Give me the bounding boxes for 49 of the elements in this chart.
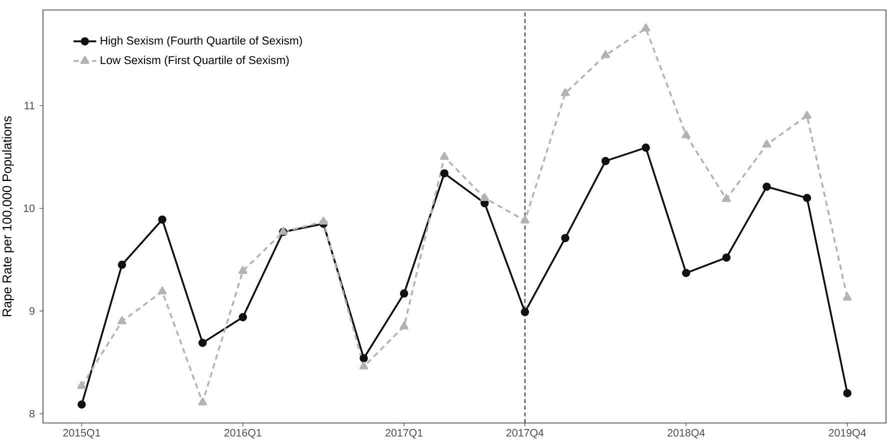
y-axis-title: Rape Rate per 100,000 Populations: [2, 116, 14, 316]
point: [722, 253, 731, 262]
y-tick-label: 10: [24, 204, 35, 212]
point: [198, 338, 207, 347]
x-tick-label: 2017Q4: [506, 429, 544, 438]
y-tick-label: 11: [24, 102, 34, 110]
point: [480, 193, 490, 201]
x-tick-label: 2016Q1: [224, 429, 262, 438]
point: [762, 182, 771, 191]
point: [843, 389, 852, 398]
point: [400, 321, 408, 330]
x-tick-label: 2018Q4: [668, 429, 705, 438]
point: [642, 144, 650, 152]
y-tick-label: 9: [30, 307, 34, 315]
point: [842, 292, 852, 301]
point: [78, 400, 86, 409]
point: [601, 156, 610, 166]
point: [682, 268, 690, 278]
point: [158, 215, 166, 224]
point: [802, 194, 812, 202]
x-tick-label: 2019Q4: [828, 429, 866, 438]
point: [118, 316, 126, 324]
point: [198, 398, 207, 406]
point: [561, 234, 570, 242]
point: [520, 308, 530, 316]
point: [158, 286, 167, 294]
point: [560, 88, 570, 96]
point: [400, 289, 408, 298]
point: [360, 354, 368, 362]
point: [722, 194, 731, 202]
point: [359, 362, 368, 370]
point: [77, 381, 86, 389]
point: [238, 313, 248, 322]
point: [641, 24, 650, 32]
point: [440, 152, 449, 160]
legend-label: High Sexism (Fourth Quartile of Sexism): [100, 36, 302, 47]
point: [319, 216, 328, 225]
point: [802, 110, 812, 119]
point: [118, 260, 126, 269]
legend-label: Low Sexism (First Quartile of Sexism): [100, 56, 289, 66]
point: [440, 169, 448, 178]
x-tick-label: 2017Q1: [386, 429, 423, 438]
y-tick-label: 8: [29, 410, 34, 418]
point: [520, 216, 530, 224]
x-tick-label: 2015Q1: [63, 429, 100, 438]
point: [682, 130, 691, 138]
point: [601, 50, 610, 58]
point: [238, 266, 248, 274]
point: [762, 140, 772, 148]
